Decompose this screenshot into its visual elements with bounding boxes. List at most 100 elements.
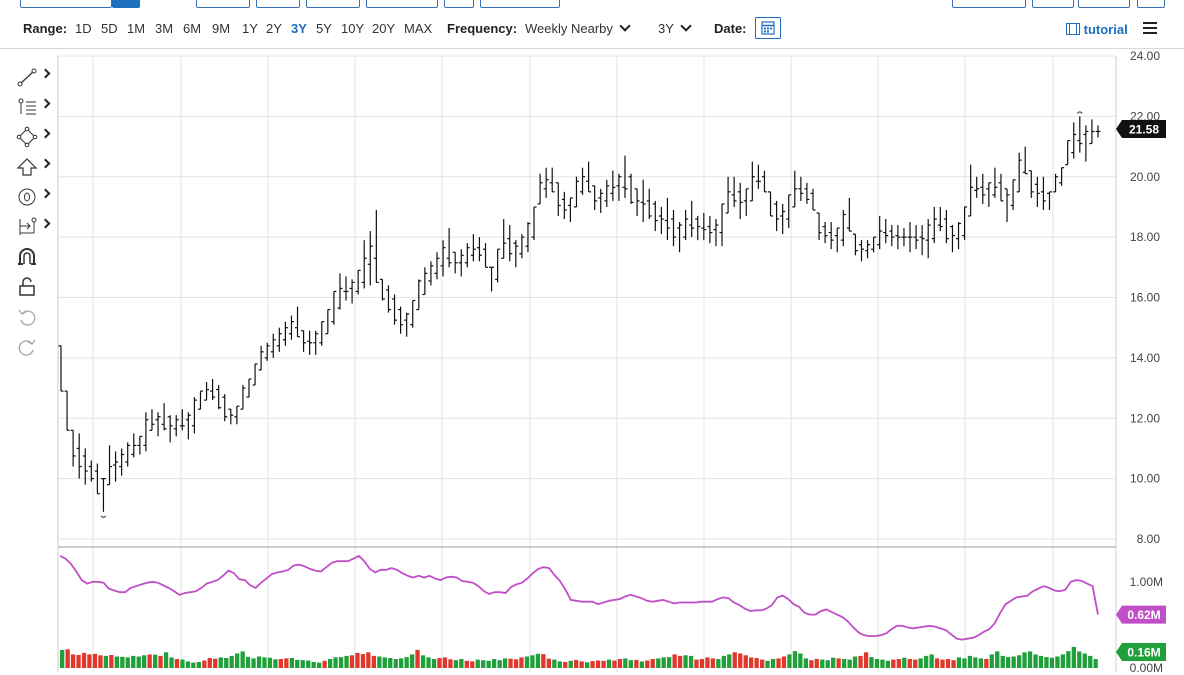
volume-bar [475, 659, 480, 668]
range-5d[interactable]: 5D [101, 21, 118, 36]
volume-bar [820, 659, 825, 668]
range-max[interactable]: MAX [404, 21, 433, 36]
volume-bar [721, 655, 726, 668]
price-bar [622, 155, 628, 198]
price-bar [755, 164, 761, 189]
price-tick-label: 24.00 [1130, 49, 1160, 63]
price-bar [131, 433, 137, 458]
redo-button[interactable] [14, 336, 54, 366]
price-bar [949, 225, 955, 253]
volume-bar [924, 655, 929, 668]
annotation-tool[interactable] [14, 186, 54, 216]
measure-tool[interactable] [14, 216, 54, 246]
frequency-select[interactable]: Weekly Nearby [525, 20, 631, 36]
price-bar [155, 412, 161, 437]
tutorial-link[interactable]: tutorial [1066, 22, 1128, 37]
price-bar [652, 200, 658, 232]
undo-icon [18, 309, 36, 326]
volume-bar [683, 655, 688, 668]
price-bar [258, 345, 264, 371]
range-5y[interactable]: 5Y [316, 21, 332, 36]
range-9m[interactable]: 9M [212, 21, 231, 36]
period-select[interactable]: 3Y [658, 20, 692, 36]
volume-bar [792, 651, 798, 668]
volume-bar [831, 657, 836, 668]
shape-tool[interactable] [14, 126, 54, 156]
range-1m[interactable]: 1M [127, 21, 146, 36]
volume-bar [344, 655, 349, 668]
price-bar [1059, 167, 1065, 186]
lock-tool[interactable] [14, 276, 54, 306]
range-10y[interactable]: 10Y [341, 21, 365, 36]
price-bar [828, 222, 834, 250]
volume-bar [153, 654, 158, 668]
price-bar [325, 308, 331, 335]
volume-bar [1093, 659, 1098, 668]
volume-bar [360, 654, 366, 668]
arrow-tool[interactable] [14, 156, 54, 186]
tutorial-label: tutorial [1083, 22, 1128, 37]
settings-button[interactable] [306, 0, 360, 8]
templates-button[interactable] [952, 0, 1026, 8]
price-bar [840, 209, 846, 247]
price-bar [119, 448, 125, 476]
range-20y[interactable]: 20Y [372, 21, 396, 36]
range-3y[interactable]: 3Y [291, 21, 307, 36]
compare-button[interactable] [366, 0, 438, 8]
price-bar [446, 228, 452, 268]
line-tool[interactable] [14, 66, 54, 96]
symbol-input[interactable] [20, 0, 112, 8]
price-bar [210, 379, 216, 401]
price-bar [458, 249, 464, 277]
price-bar [962, 206, 968, 241]
film-icon [1066, 23, 1080, 35]
range-6m[interactable]: 6M [183, 21, 202, 36]
magnet-tool[interactable] [14, 246, 54, 276]
top-button-strip [0, 0, 1184, 10]
hamburger-menu-icon[interactable] [1143, 22, 1157, 34]
date-picker-button[interactable] [755, 17, 781, 39]
price-bar [149, 409, 155, 431]
fx-button[interactable] [444, 0, 474, 8]
price-bar [191, 397, 197, 434]
price-bar [252, 363, 258, 386]
avg-volume-last-label: 0.62M [1116, 605, 1166, 624]
price-bar [434, 252, 440, 280]
volume-bar [114, 656, 119, 668]
open-button[interactable] [1078, 0, 1130, 8]
volume-bar [1000, 655, 1005, 668]
chevron-right-icon [40, 218, 51, 229]
svg-text:0.62M: 0.62M [1127, 608, 1160, 622]
range-1y[interactable]: 1Y [242, 21, 258, 36]
price-tick-label: 20.00 [1130, 170, 1160, 184]
volume-bar [677, 655, 683, 668]
frequency-label: Frequency: [447, 21, 518, 36]
price-bar [786, 194, 792, 229]
range-2y[interactable]: 2Y [266, 21, 282, 36]
avg-volume-line [59, 554, 1099, 641]
volume-bar [918, 658, 923, 668]
volume-bar [842, 659, 847, 668]
volume-bar [420, 655, 426, 668]
volume-bar [278, 659, 283, 668]
full-screen-button[interactable] [1137, 0, 1165, 8]
price-bar [276, 327, 282, 352]
lock-icon [19, 277, 35, 296]
volume-bar [98, 655, 103, 668]
study-button[interactable] [196, 0, 250, 8]
go-button[interactable] [112, 0, 140, 8]
price-bar [1065, 139, 1071, 166]
indicator-button[interactable] [480, 0, 560, 8]
range-3m[interactable]: 3M [155, 21, 174, 36]
undo-button[interactable] [14, 306, 54, 336]
fib-tool[interactable] [14, 96, 54, 126]
save-button[interactable] [1032, 0, 1074, 8]
price-bar [94, 463, 100, 495]
price-bar [816, 212, 822, 241]
draw-button[interactable] [256, 0, 300, 8]
price-bar [343, 276, 349, 301]
price-tick-label: 16.00 [1130, 291, 1160, 305]
range-1d[interactable]: 1D [75, 21, 92, 36]
volume-bar [967, 655, 973, 668]
price-bar [743, 188, 749, 216]
